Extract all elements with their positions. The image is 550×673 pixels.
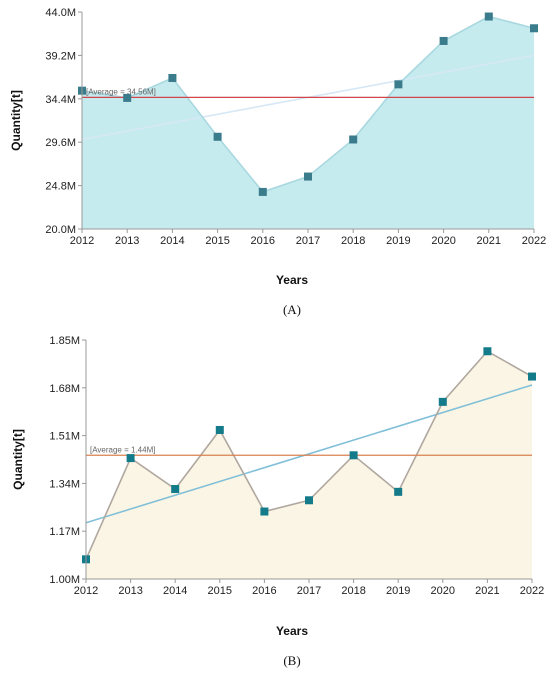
- data-point: [305, 496, 313, 505]
- data-point: [168, 74, 177, 83]
- y-axis-title: Quantity[t]: [9, 90, 23, 151]
- data-point: [304, 172, 312, 181]
- x-axis-title: Years: [276, 273, 308, 287]
- y-tick-label: 44.0M: [45, 7, 76, 19]
- x-tick-label: 2017: [297, 585, 321, 597]
- data-point: [126, 454, 135, 463]
- x-tick-label: 2022: [520, 585, 544, 597]
- panel-label: (B): [283, 653, 300, 668]
- data-point: [215, 425, 224, 434]
- y-tick-label: 1.00M: [49, 574, 80, 586]
- average-label: [Average = 34.56M]: [86, 87, 156, 96]
- chart-a: [Average = 34.56M] 20.0M 24.8M 29.6M 34.4M 39…: [9, 7, 546, 317]
- x-tick-label: 2021: [477, 235, 501, 247]
- x-tick-label: 2015: [205, 235, 229, 247]
- chart-b: [Average = 1.44M] 1.00M 1.17M 1.34M 1.51M 1.6…: [11, 335, 544, 668]
- data-point: [123, 93, 132, 102]
- x-tick-label: 2019: [386, 235, 410, 247]
- data-point: [528, 372, 536, 381]
- x-tick-label: 2015: [208, 585, 232, 597]
- x-tick-label: 2014: [160, 235, 184, 247]
- x-tick-label: 2014: [163, 585, 187, 597]
- x-tick-label: 2018: [341, 585, 365, 597]
- x-tick-label: 2016: [252, 585, 276, 597]
- data-point: [349, 135, 358, 144]
- data-point: [483, 347, 492, 356]
- x-tick-label: 2012: [74, 585, 98, 597]
- y-tick-label: 1.68M: [49, 383, 80, 395]
- x-tick-label: 2017: [296, 235, 320, 247]
- data-point: [394, 80, 403, 89]
- data-point: [438, 397, 447, 406]
- area-fill: [86, 351, 532, 579]
- data-point: [394, 487, 403, 496]
- x-tick-label: 2018: [341, 235, 365, 247]
- x-tick-label: 2020: [431, 235, 455, 247]
- trend-line: [85, 384, 533, 524]
- y-tick-label: 1.85M: [49, 335, 80, 347]
- y-tick-label: 29.6M: [45, 137, 76, 149]
- data-point: [171, 485, 180, 494]
- data-point: [260, 507, 269, 516]
- x-tick-label: 2016: [251, 235, 275, 247]
- x-tick-label: 2021: [475, 585, 499, 597]
- y-tick-label: 1.17M: [49, 526, 80, 538]
- y-tick-label: 24.8M: [45, 181, 76, 193]
- average-label: [Average = 1.44M]: [90, 445, 155, 454]
- y-tick-label: 1.34M: [49, 478, 80, 490]
- data-point: [439, 36, 448, 45]
- y-tick-label: 34.4M: [45, 94, 76, 106]
- y-tick-label: 20.0M: [45, 224, 76, 236]
- data-point: [213, 132, 222, 141]
- data-point: [530, 24, 538, 33]
- data-point: [258, 187, 267, 196]
- x-tick-label: 2020: [431, 585, 455, 597]
- data-point: [349, 451, 358, 460]
- y-axis-title: Quantity[t]: [11, 429, 25, 490]
- area-fill: [82, 16, 534, 230]
- x-tick-label: 2022: [522, 235, 546, 247]
- x-tick-label: 2012: [70, 235, 94, 247]
- x-tick-label: 2013: [118, 585, 142, 597]
- x-tick-label: 2013: [115, 235, 139, 247]
- x-axis-title: Years: [276, 624, 308, 638]
- y-tick-label: 1.51M: [49, 431, 80, 443]
- data-point: [484, 12, 493, 21]
- y-tick-label: 39.2M: [45, 50, 76, 62]
- x-tick-label: 2019: [386, 585, 410, 597]
- panel-label: (A): [283, 302, 301, 317]
